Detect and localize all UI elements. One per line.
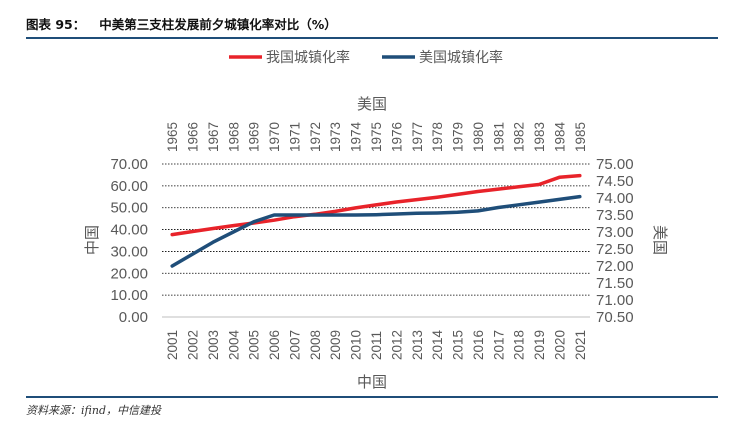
top-tick-label: 1983 [532,122,547,152]
top-tick-label: 1973 [328,122,343,152]
bottom-tick-label: 2014 [430,329,445,360]
bottom-tick-label: 2019 [532,330,547,360]
top-tick-label: 1977 [410,122,425,152]
bottom-tick-label: 2011 [369,331,384,360]
top-tick-label: 1967 [206,122,221,152]
figure-label: 图表 95： [26,17,86,32]
top-axis: 1965 1966 1967 1968 1969 1970 1971 1972 1973 1974… [165,121,588,152]
bottom-tick-label: 2003 [206,330,221,360]
header-rule [26,37,718,39]
left-tick-label: 10.00 [110,287,148,304]
right-tick-label: 73.50 [596,207,634,224]
left-axis-title: 中国 [84,225,101,255]
bottom-tick-label: 2021 [573,330,588,360]
right-axis: 70.5071.0071.5072.0072.5073.0073.5074.00… [596,156,634,326]
left-tick-label: 30.00 [110,243,148,260]
gridlines [162,163,590,296]
left-tick-label: 50.00 [110,200,148,217]
right-tick-label: 71.00 [596,292,634,309]
top-tick-label: 1968 [226,122,241,152]
right-tick-label: 74.00 [596,190,634,207]
right-axis-title: 美国 [651,225,668,255]
bottom-tick-label: 2018 [512,330,527,360]
top-tick-label: 1978 [430,122,445,152]
left-tick-label: 20.00 [110,265,148,282]
top-tick-label: 1984 [552,121,567,152]
top-axis-title: 美国 [357,96,387,113]
right-tick-label: 75.00 [596,156,634,173]
series-line-usa [170,194,582,268]
left-tick-label: 60.00 [110,178,148,195]
series-layer [170,173,582,268]
bottom-tick-label: 2005 [247,330,262,360]
top-tick-label: 1985 [573,122,588,152]
right-tick-label: 72.50 [596,241,634,258]
bottom-tick-label: 2015 [451,330,466,360]
legend: 我国城镇化率 美国城镇化率 [229,49,503,65]
top-tick-label: 1970 [267,122,282,152]
bottom-tick-label: 2007 [287,330,302,360]
top-tick-label: 1971 [287,122,302,152]
bottom-tick-label: 2012 [389,330,404,360]
left-tick-label: 0.00 [119,309,148,326]
legend-label-usa: 美国城镇化率 [419,49,503,65]
bottom-tick-label: 2020 [552,330,567,360]
right-tick-label: 70.50 [596,309,634,326]
top-tick-label: 1966 [186,122,201,152]
top-tick-label: 1974 [349,121,364,152]
legend-label-china: 我国城镇化率 [266,49,350,65]
top-tick-label: 1980 [471,122,486,152]
left-tick-label: 70.00 [110,156,148,173]
bottom-tick-label: 2001 [165,330,180,360]
source-note: 资料来源：ifind，中信建投 [26,404,161,417]
right-tick-label: 71.50 [596,275,634,292]
right-tick-label: 72.00 [596,258,634,275]
right-tick-label: 73.00 [596,224,634,241]
figure-header: 图表 95： 中美第三支柱发展前夕城镇化率对比（%） [26,14,716,33]
footer-rule [26,396,718,398]
top-tick-label: 1981 [491,122,506,152]
bottom-tick-label: 2010 [349,330,364,360]
top-tick-label: 1972 [308,122,323,152]
top-tick-label: 1979 [451,122,466,152]
bottom-tick-label: 2002 [186,330,201,360]
top-tick-label: 1965 [165,122,180,152]
top-tick-label: 1975 [369,122,384,152]
bottom-tick-label: 2004 [226,329,241,360]
top-tick-label: 1976 [389,122,404,152]
left-tick-label: 40.00 [110,222,148,239]
top-tick-label: 1982 [512,122,527,152]
bottom-tick-label: 2013 [410,330,425,360]
figure-title: 中美第三支柱发展前夕城镇化率对比（%） [99,17,337,32]
bottom-axis: 2001 2002 2003 2004 2005 2006 2007 2008 2009 2010… [165,329,588,360]
bottom-tick-label: 2008 [308,330,323,360]
bottom-tick-label: 2016 [471,330,486,360]
left-axis: 0.00 10.00 20.00 30.00 40.00 50.00 60.00 70.00 [110,156,148,326]
bottom-axis-title: 中国 [357,374,387,391]
bottom-tick-label: 2017 [491,330,506,360]
series-line-china [170,173,582,237]
bottom-tick-label: 2009 [328,330,343,360]
bottom-tick-label: 2006 [267,330,282,360]
top-tick-label: 1969 [247,122,262,152]
right-tick-label: 74.50 [596,173,634,190]
